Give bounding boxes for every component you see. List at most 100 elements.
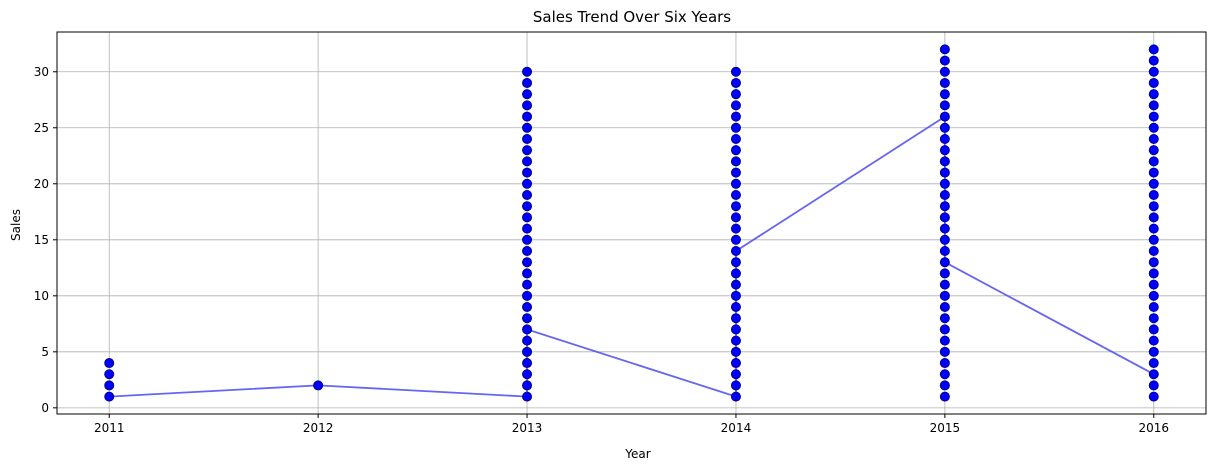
data-point [939, 234, 950, 245]
data-point [522, 223, 533, 234]
data-point [522, 201, 533, 212]
data-point [939, 358, 950, 369]
data-point [1148, 391, 1159, 402]
data-point [522, 167, 533, 178]
data-point [939, 122, 950, 133]
data-point [1148, 346, 1159, 357]
data-point [730, 223, 741, 234]
data-point [730, 246, 741, 257]
data-point [730, 346, 741, 357]
y-tick-label: 20 [34, 177, 49, 191]
data-point [522, 145, 533, 156]
data-point [522, 246, 533, 257]
data-point [1148, 189, 1159, 200]
data-point [522, 77, 533, 88]
data-point [730, 77, 741, 88]
data-point [522, 100, 533, 111]
data-point [522, 122, 533, 133]
data-point [939, 257, 950, 268]
data-point [1148, 380, 1159, 391]
data-point [730, 302, 741, 313]
data-point [939, 156, 950, 167]
data-point [730, 111, 741, 122]
data-point [939, 189, 950, 200]
data-point [730, 133, 741, 144]
data-point [939, 167, 950, 178]
data-point [522, 302, 533, 313]
data-point [730, 313, 741, 324]
data-point [1148, 156, 1159, 167]
data-point [1148, 178, 1159, 189]
data-point [1148, 145, 1159, 156]
data-point [939, 335, 950, 346]
chart-title: Sales Trend Over Six Years [533, 8, 731, 26]
data-point [1148, 234, 1159, 245]
data-point [1148, 358, 1159, 369]
data-point [939, 246, 950, 257]
data-point [522, 66, 533, 77]
x-axis-label: Year [624, 447, 650, 461]
y-tick-label: 5 [41, 345, 49, 359]
x-axis-ticks: 2011 2012 2013 2014 2015 2016 [94, 414, 1169, 435]
data-point [522, 369, 533, 380]
data-point [522, 178, 533, 189]
data-point [1148, 55, 1159, 66]
data-point [1148, 268, 1159, 279]
data-point [730, 167, 741, 178]
data-point [730, 178, 741, 189]
data-point [522, 335, 533, 346]
data-point [1148, 66, 1159, 77]
data-points [104, 44, 1159, 402]
data-point [522, 156, 533, 167]
data-point [730, 156, 741, 167]
data-point [730, 391, 741, 402]
data-point [1148, 246, 1159, 257]
y-tick-label: 10 [34, 289, 49, 303]
data-point [1148, 290, 1159, 301]
data-point [939, 145, 950, 156]
data-point [1148, 167, 1159, 178]
data-point [730, 335, 741, 346]
x-tick-label: 2013 [512, 421, 543, 435]
y-tick-label: 0 [41, 401, 49, 415]
data-point [939, 346, 950, 357]
x-tick-label: 2012 [303, 421, 334, 435]
data-point [730, 189, 741, 200]
data-point [1148, 89, 1159, 100]
data-point [730, 290, 741, 301]
data-point [730, 89, 741, 100]
data-point [522, 324, 533, 335]
data-point [522, 346, 533, 357]
data-point [1148, 122, 1159, 133]
y-tick-label: 15 [34, 233, 49, 247]
data-point [939, 55, 950, 66]
sales-trend-line [109, 114, 1155, 398]
data-point [939, 380, 950, 391]
data-point [939, 313, 950, 324]
data-point [522, 358, 533, 369]
data-point [939, 111, 950, 122]
data-point [730, 66, 741, 77]
data-point [939, 178, 950, 189]
data-point [1148, 279, 1159, 290]
y-axis-label: Sales [9, 209, 23, 241]
data-point [1148, 257, 1159, 268]
data-point [522, 111, 533, 122]
x-tick-label: 2011 [94, 421, 125, 435]
data-point [939, 212, 950, 223]
data-point [939, 66, 950, 77]
grid-lines [57, 32, 1206, 414]
data-point [1148, 201, 1159, 212]
data-point [1148, 324, 1159, 335]
data-point [730, 201, 741, 212]
data-point [730, 358, 741, 369]
data-point [939, 369, 950, 380]
data-point [730, 380, 741, 391]
x-tick-label: 2014 [721, 421, 752, 435]
x-tick-label: 2015 [930, 421, 961, 435]
data-point [522, 257, 533, 268]
data-point [104, 380, 115, 391]
data-point [730, 257, 741, 268]
data-point [522, 212, 533, 223]
data-point [522, 234, 533, 245]
